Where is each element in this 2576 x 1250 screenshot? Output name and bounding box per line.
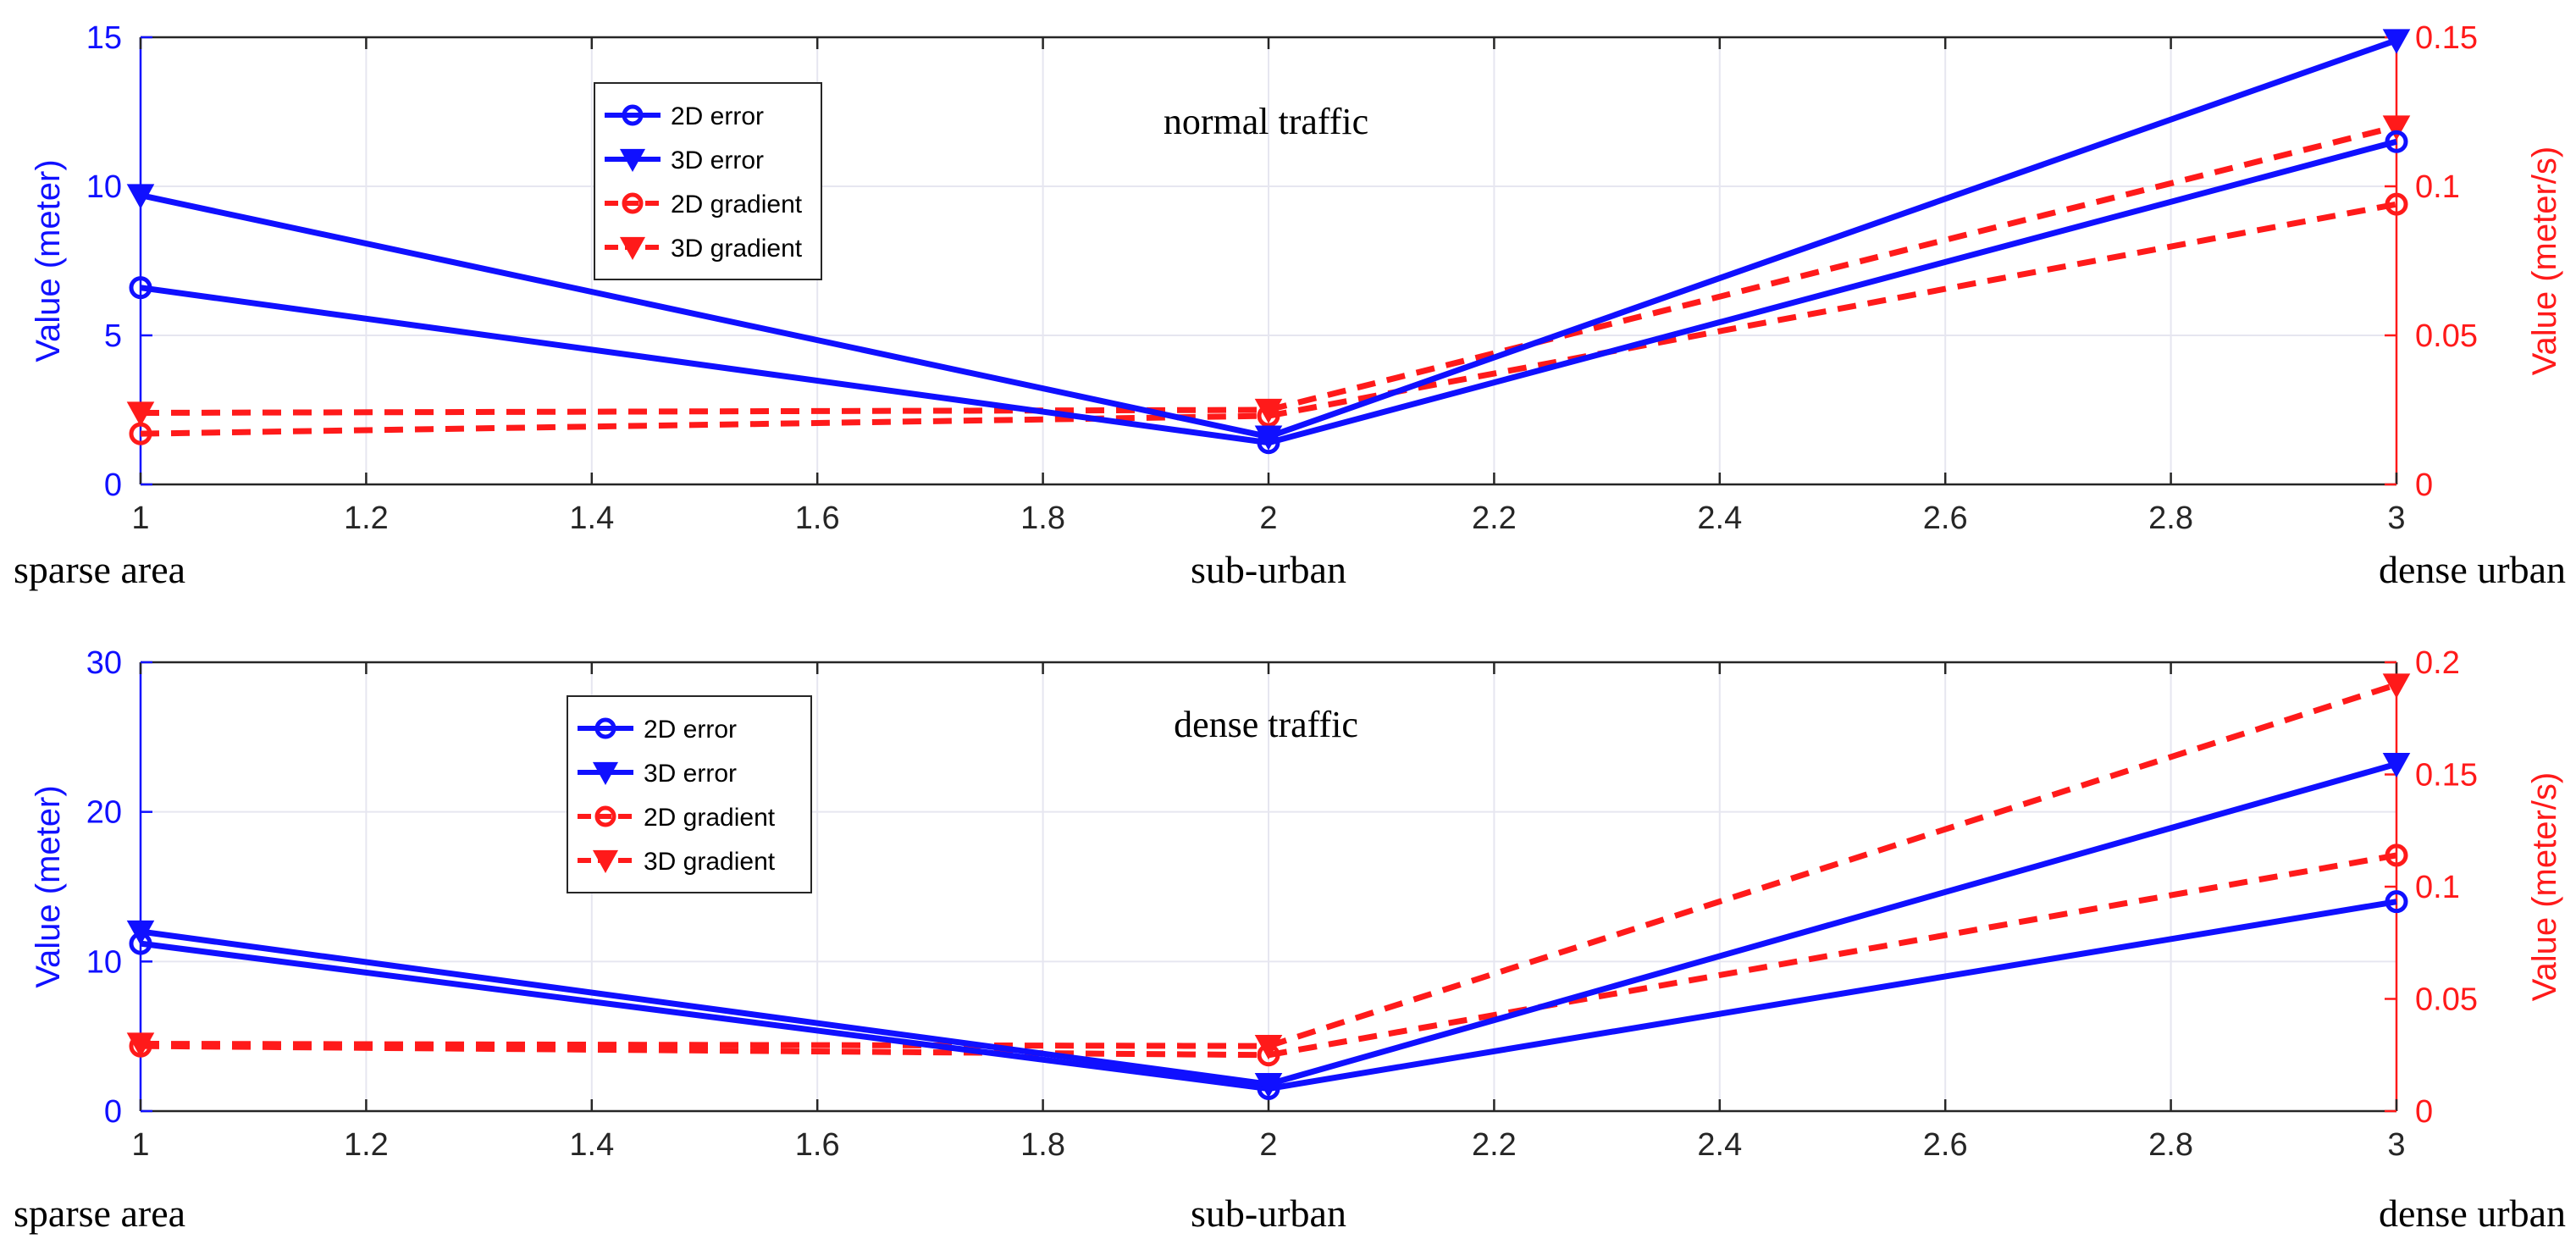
legend-label: 3D error [671,147,764,174]
legend-label: 2D error [644,716,737,744]
data-point [2385,192,2408,216]
data-point [1254,1073,1283,1098]
y-tick-label-left: 10 [86,169,122,205]
category-label: sparse area [14,1192,185,1235]
data-point [126,920,155,946]
y-tick-label-left: 20 [86,795,122,831]
x-tick-label: 1.6 [795,1127,840,1163]
y-tick-label-right: 0.2 [2415,645,2460,681]
y-tick-label-left: 0 [104,1094,122,1130]
x-tick-label: 1.6 [795,501,840,536]
legend-marker [594,717,616,739]
legend-marker [622,104,644,126]
x-tick-label: 1 [131,501,149,536]
x-tick-label: 1 [131,1127,149,1163]
legend-label: 3D gradient [644,848,776,876]
x-tick-label: 2 [1259,1127,1277,1163]
y-tick-label-right: 0.15 [2415,758,2478,794]
series-3d-gradient [126,115,2411,427]
data-point [2385,843,2408,867]
x-tick-label: 2.6 [1923,501,1968,536]
legend-marker [594,805,616,827]
category-label: dense urban [2379,1192,2566,1235]
y-axis-label-left: Value (meter) [30,159,67,362]
x-tick-label: 2.6 [1923,1127,1968,1163]
data-point [2385,130,2408,153]
y-tick-label-right: 0.1 [2415,870,2460,905]
x-tick-label: 3 [2387,1127,2405,1163]
legend-label: 2D gradient [671,191,803,218]
y-tick-label-right: 0.1 [2415,169,2460,205]
x-tick-label: 1.4 [569,1127,614,1163]
y-tick-label-right: 0 [2415,467,2433,503]
x-tick-label: 1.8 [1020,501,1065,536]
y-tick-label-right: 0.05 [2415,982,2478,1018]
x-tick-label: 2.8 [2148,1127,2193,1163]
y-axis-label-right: Value (meter/s) [2526,147,2563,375]
y-tick-label-left: 10 [86,944,122,980]
data-point [1254,1034,1283,1060]
chart-title: dense traffic [1174,704,1358,745]
legend-marker [619,148,646,172]
x-tick-label: 2.8 [2148,501,2193,536]
data-point [126,1032,155,1058]
category-label: sparse area [14,548,185,591]
x-tick-label: 1.2 [344,501,389,536]
x-tick-label: 2.2 [1472,1127,1517,1163]
legend: 2D error 3D error 2D gradient 3D gradient [594,82,822,280]
legend-label: 3D error [644,760,737,788]
category-label: sub-urban [1191,548,1346,591]
y-tick-label-left: 15 [86,20,122,56]
y-tick-label-right: 0 [2415,1094,2433,1130]
y-tick-label-left: 5 [104,318,122,354]
chart-title: normal traffic [1164,101,1368,142]
category-label: sub-urban [1191,1192,1346,1235]
data-point [2382,673,2411,699]
legend-marker [622,192,644,214]
data-point [2385,890,2408,914]
y-tick-label-right: 0.15 [2415,20,2478,56]
data-point [2382,29,2411,54]
legend-label: 3D gradient [671,235,803,263]
chart-panel-1: 1 1.2 1.4 1.6 1.8 2 2.2 2.4 2.6 2.8 305101500.050.… [14,20,2566,591]
y-tick-label-left: 30 [86,645,122,681]
y-tick-label-left: 0 [104,467,122,503]
x-tick-label: 2.2 [1472,501,1517,536]
y-tick-label-right: 0.05 [2415,318,2478,354]
data-point [2382,115,2411,141]
series-3d-gradient [126,673,2411,1060]
x-tick-label: 1.8 [1020,1127,1065,1163]
legend-label: 2D gradient [644,804,776,832]
x-tick-label: 2.4 [1697,501,1742,536]
legend-marker [619,236,646,260]
y-axis-label-left: Value (meter) [30,785,67,987]
data-point [1254,398,1283,424]
x-tick-label: 1.4 [569,501,614,536]
legend-marker [592,849,619,873]
data-point [1254,425,1283,451]
series-3d-error [126,29,2411,451]
legend-label: 2D error [671,102,764,130]
legend-marker [592,761,619,785]
data-point [126,184,155,209]
x-tick-label: 3 [2387,501,2405,536]
data-point [126,401,155,427]
data-point [129,276,152,300]
series-3d-error [126,752,2411,1098]
category-label: dense urban [2379,548,2566,591]
data-point [2382,752,2411,778]
y-axis-label-right: Value (meter/s) [2526,772,2563,1001]
x-tick-label: 2.4 [1697,1127,1742,1163]
x-tick-label: 1.2 [344,1127,389,1163]
x-tick-label: 2 [1259,501,1277,536]
chart-panel-2: 1 1.2 1.4 1.6 1.8 2 2.2 2.4 2.6 2.8 3010203000.050… [14,645,2566,1235]
legend: 2D error 3D error 2D gradient 3D gradient [567,695,812,893]
